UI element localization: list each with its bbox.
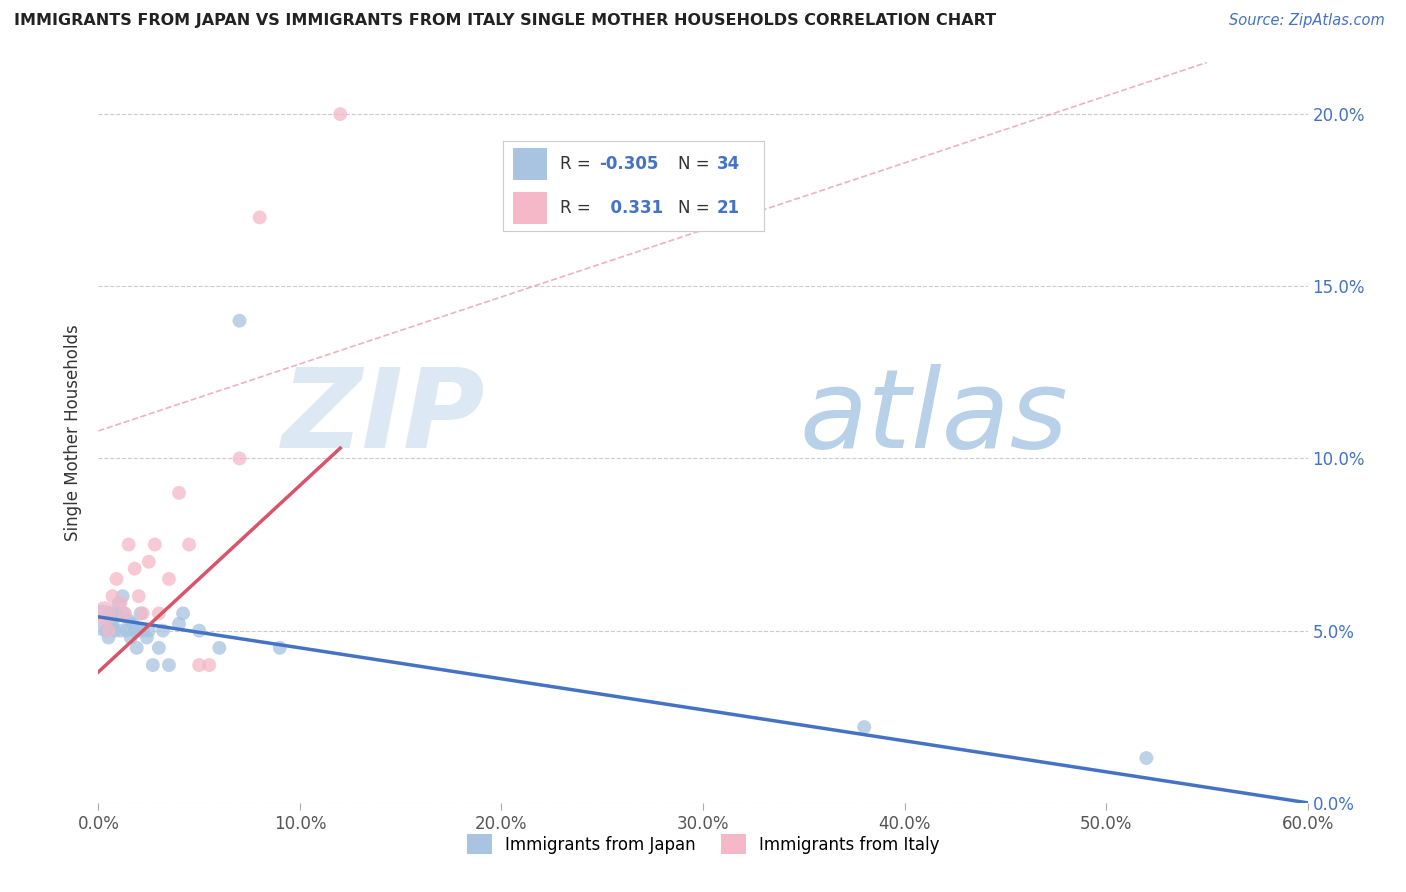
Point — [167, 616, 190, 631]
Point — [329, 107, 352, 121]
Point — [138, 624, 160, 638]
Point — [93, 607, 115, 621]
Point — [135, 631, 157, 645]
Point — [148, 640, 170, 655]
Point — [96, 624, 118, 638]
Text: R =: R = — [560, 154, 596, 173]
Point — [208, 640, 231, 655]
Text: IMMIGRANTS FROM JAPAN VS IMMIGRANTS FROM ITALY SINGLE MOTHER HOUSEHOLDS CORRELAT: IMMIGRANTS FROM JAPAN VS IMMIGRANTS FROM… — [14, 13, 997, 29]
Text: ZIP: ZIP — [281, 364, 485, 471]
Point — [107, 596, 129, 610]
Point — [228, 314, 250, 328]
Point — [179, 537, 201, 551]
Text: N =: N = — [678, 154, 714, 173]
Point — [228, 451, 250, 466]
Point — [115, 624, 138, 638]
Point — [142, 658, 165, 673]
Point — [103, 624, 125, 638]
Text: Source: ZipAtlas.com: Source: ZipAtlas.com — [1229, 13, 1385, 29]
Point — [128, 624, 150, 638]
Point — [132, 624, 155, 638]
Text: 21: 21 — [717, 199, 740, 218]
Point — [148, 607, 170, 621]
Point — [101, 589, 124, 603]
Point — [124, 561, 146, 575]
Point — [853, 720, 876, 734]
Point — [118, 537, 141, 551]
Point — [110, 596, 132, 610]
Point — [132, 607, 155, 621]
Point — [118, 613, 141, 627]
Point — [128, 589, 150, 603]
Point — [125, 640, 148, 655]
Point — [114, 607, 136, 621]
Point — [105, 607, 128, 621]
Point — [138, 555, 160, 569]
Text: 34: 34 — [717, 154, 741, 173]
Y-axis label: Single Mother Households: Single Mother Households — [65, 325, 83, 541]
Point — [157, 658, 180, 673]
Point — [167, 486, 190, 500]
Point — [121, 616, 143, 631]
Point — [152, 624, 174, 638]
Point — [188, 658, 211, 673]
Point — [249, 211, 271, 225]
Point — [91, 613, 114, 627]
Text: 0.331: 0.331 — [599, 199, 664, 218]
Point — [120, 631, 142, 645]
Point — [105, 572, 128, 586]
Point — [111, 589, 134, 603]
Point — [157, 572, 180, 586]
Point — [101, 616, 124, 631]
Point — [198, 658, 221, 673]
Point — [114, 607, 136, 621]
Bar — [513, 193, 547, 225]
Text: N =: N = — [678, 199, 714, 218]
Bar — [513, 148, 547, 180]
Point — [129, 607, 152, 621]
Text: -0.305: -0.305 — [599, 154, 659, 173]
Point — [143, 537, 166, 551]
Legend: Immigrants from Japan, Immigrants from Italy: Immigrants from Japan, Immigrants from I… — [460, 828, 946, 861]
Text: R =: R = — [560, 199, 596, 218]
Text: atlas: atlas — [800, 364, 1069, 471]
Point — [269, 640, 291, 655]
Point — [100, 607, 122, 621]
Point — [172, 607, 194, 621]
Point — [188, 624, 211, 638]
Point — [1135, 751, 1157, 765]
Point — [97, 624, 120, 638]
Point — [97, 631, 120, 645]
Point — [124, 624, 146, 638]
Point — [110, 624, 132, 638]
